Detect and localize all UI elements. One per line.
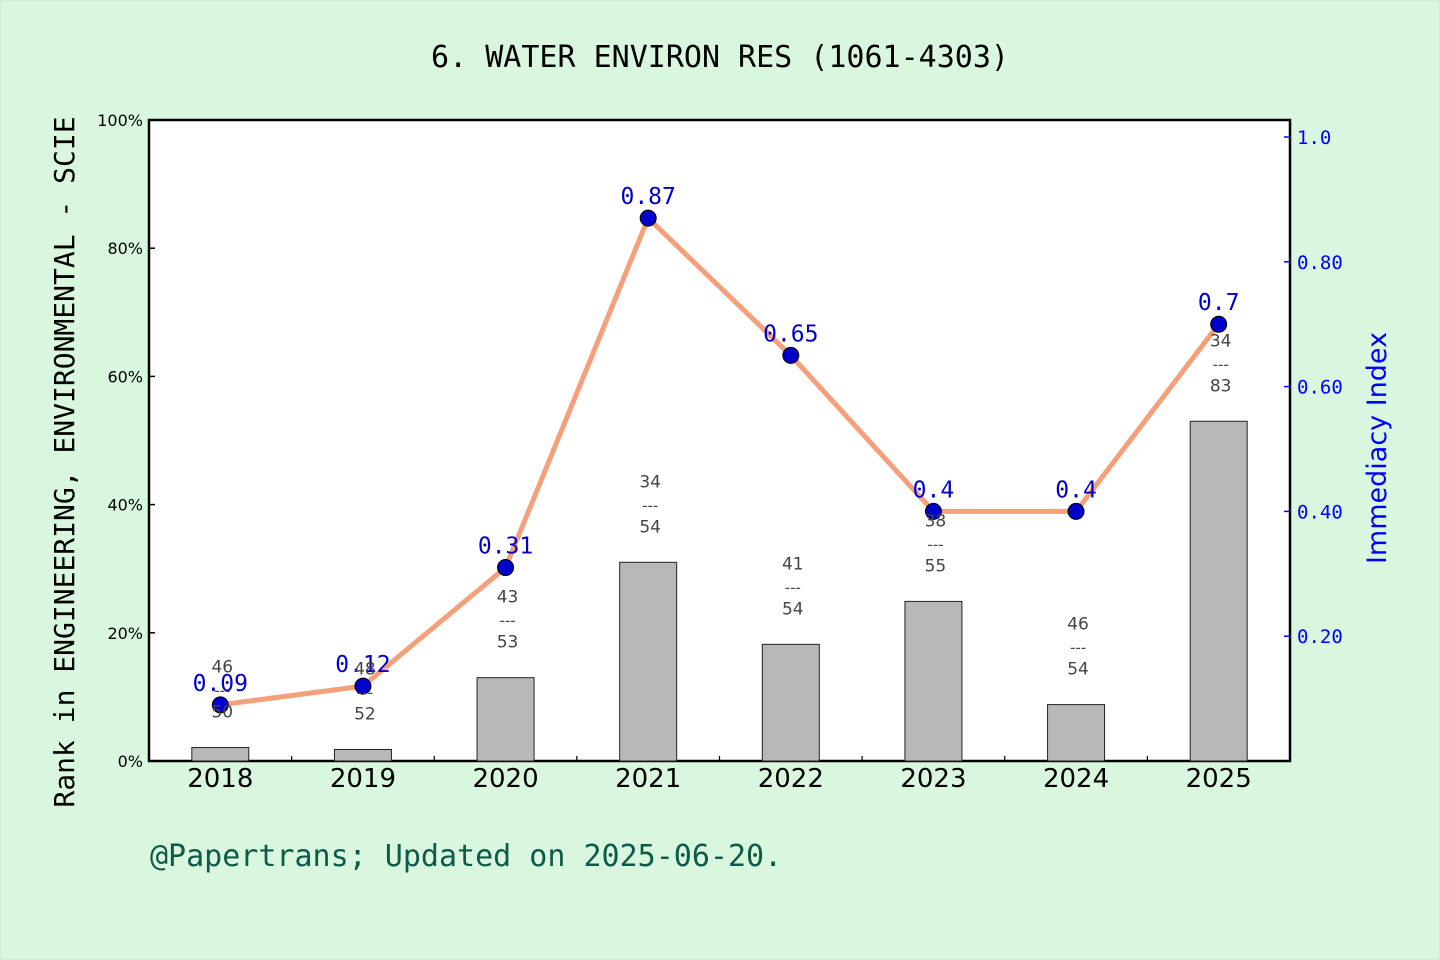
total-label: 50 — [211, 703, 233, 723]
immediacy-value-label: 0.4 — [1055, 477, 1097, 503]
rank-label: 41 — [782, 554, 804, 574]
total-label: 52 — [354, 704, 376, 724]
right-axis: 0.20 0.40 0.60 0.80 1.0 — [1284, 127, 1343, 648]
total-label: 53 — [497, 633, 519, 653]
x-axis: 2018 2019 2020 2021 2022 2023 2024 2025 — [148, 756, 1291, 794]
rank-divider: --- — [927, 535, 943, 553]
total-label: 55 — [925, 556, 947, 576]
x-tick-label: 2024 — [1043, 764, 1109, 794]
rank-label: 48 — [354, 659, 376, 679]
rank-label: 46 — [1067, 615, 1089, 635]
immediacy-point-2021 — [639, 209, 657, 227]
x-tick-label: 2020 — [472, 764, 538, 794]
x-tick-label: 2019 — [330, 764, 396, 794]
total-label: 83 — [1210, 376, 1232, 396]
immediacy-value-label: 0.31 — [478, 534, 533, 560]
bar-2025 — [1189, 420, 1248, 762]
total-label: 54 — [639, 517, 661, 537]
immediacy-point-2019 — [354, 677, 372, 695]
left-tick-label: 100% — [97, 111, 143, 130]
chart-title: 6. WATER ENVIRON RES (1061-4303) — [431, 40, 1009, 75]
left-axis-label: Rank in ENGINEERING, ENVIRONMENTAL - SCI… — [48, 116, 81, 807]
immediacy-value-label: 0.09 — [193, 671, 248, 697]
right-tick-label: 0.60 — [1297, 377, 1343, 399]
immediacy-point-2024 — [1067, 502, 1085, 520]
rank-divider: --- — [357, 683, 373, 701]
rank-label: 34 — [639, 472, 661, 492]
left-tick-label: 0% — [118, 752, 143, 771]
bar-2021 — [619, 561, 678, 762]
right-tick-label: 0.80 — [1297, 252, 1343, 274]
bar-2018 — [191, 747, 250, 762]
rank-divider: --- — [1213, 355, 1229, 373]
total-label: 54 — [782, 599, 804, 619]
immediacy-line — [217, 215, 1222, 708]
right-tick-label: 0.40 — [1297, 501, 1343, 523]
immediacy-value-label: 0.12 — [335, 652, 390, 678]
left-axis: 0% 20% 40% 60% 80% 100% — [97, 111, 155, 771]
rank-label: 34 — [1210, 331, 1232, 351]
footer-note: @Papertrans; Updated on 2025-06-20. — [150, 839, 782, 874]
rank-label: 43 — [497, 588, 519, 608]
left-tick-label: 40% — [107, 496, 143, 515]
immediacy-value-label: 0.87 — [620, 184, 675, 210]
total-label: 54 — [1067, 660, 1089, 680]
x-tick-label: 2018 — [187, 764, 253, 794]
immediacy-value-label: 0.7 — [1198, 290, 1240, 316]
right-tick-label: 0.20 — [1297, 626, 1343, 648]
rank-divider: --- — [214, 682, 230, 700]
bar-2024 — [1047, 704, 1106, 762]
rank-divider: --- — [499, 612, 515, 630]
immediacy-value-label: 0.65 — [763, 321, 818, 347]
left-tick-label: 60% — [107, 367, 143, 386]
right-tick-label: 1.0 — [1297, 127, 1331, 149]
rank-label: 46 — [211, 658, 233, 678]
bar-2023 — [904, 600, 963, 762]
rank-divider: --- — [1070, 639, 1086, 657]
bar-2020 — [476, 677, 535, 762]
x-tick-label: 2022 — [758, 764, 824, 794]
immediacy-value-label: 0.4 — [913, 477, 955, 503]
rank-divider: --- — [785, 578, 801, 596]
immediacy-point-2022 — [782, 346, 800, 364]
bar-2019 — [333, 748, 392, 762]
immediacy-point-2020 — [497, 559, 515, 577]
x-tick-label: 2021 — [615, 764, 681, 794]
x-tick-label: 2025 — [1186, 764, 1252, 794]
x-tick-label: 2023 — [900, 764, 966, 794]
immediacy-point-2025 — [1210, 315, 1228, 333]
left-tick-label: 20% — [107, 624, 143, 643]
line-layer: 0.09 0.12 0.31 0.87 0.65 0.4 0.4 0.7 — [193, 184, 1240, 714]
rank-label: 38 — [925, 511, 947, 531]
immediacy-point-2023 — [924, 502, 942, 520]
plot-area — [147, 118, 1292, 763]
rank-divider: --- — [642, 496, 658, 514]
immediacy-point-2018 — [211, 696, 229, 714]
labels-layer: 46 --- 50 48 --- 52 43 --- 53 34 --- 54 41 --- 54 38 ---… — [211, 331, 1231, 724]
right-axis-label: Immediacy Index — [1362, 332, 1393, 564]
bars-layer — [191, 420, 1248, 762]
bar-2022 — [761, 643, 820, 762]
left-tick-label: 80% — [107, 239, 143, 258]
